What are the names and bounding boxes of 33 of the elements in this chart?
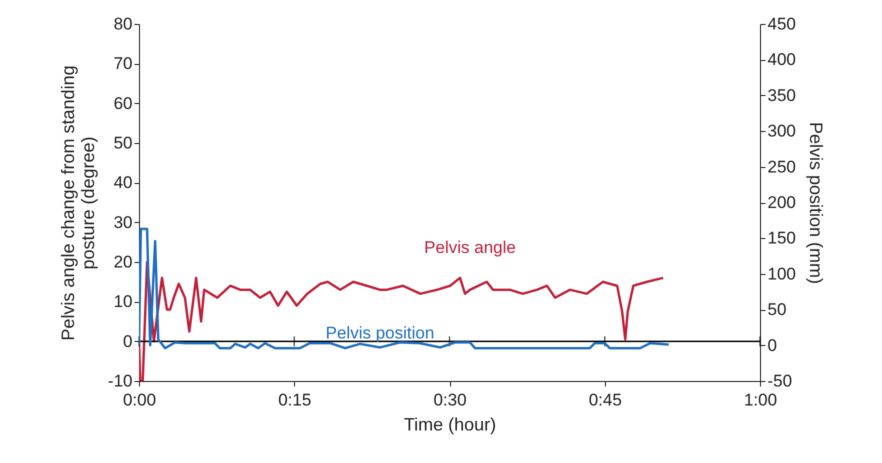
x-tick-label: 1:00 [744, 390, 778, 410]
y2-tick-label: 300 [768, 122, 796, 141]
y-tick-label: 0 [123, 332, 132, 351]
y2-tick-label: 250 [768, 157, 796, 176]
y-tick-label: 30 [114, 212, 132, 232]
line-series [139, 228, 670, 350]
y2-axis-title: Pelvis position (mm) [806, 122, 826, 284]
y-tick-label: 50 [114, 134, 132, 152]
y2-tick-label: 0 [768, 336, 777, 355]
x-tick-label: 0:30 [433, 390, 467, 410]
x-tick-label: 0:15 [278, 390, 312, 410]
series-label: Pelvis angle [424, 238, 516, 257]
y2-tick-label: 100 [768, 264, 796, 284]
y2-tick-label: 350 [768, 86, 796, 105]
y2-tick-label: 400 [768, 50, 796, 70]
y-tick-label: -10 [108, 372, 132, 390]
x-axis-title: Time (hour) [404, 414, 496, 434]
y-tick-label: 80 [114, 14, 132, 34]
y2-tick-label: 150 [768, 228, 796, 248]
x-tick-label: 0:45 [588, 390, 622, 410]
y-tick-label: 20 [114, 252, 132, 272]
x-tick-label: 0:00 [122, 390, 156, 410]
y2-tick-label: -50 [768, 372, 792, 390]
series-label: Pelvis position [326, 323, 434, 342]
y-tick-label: 70 [114, 54, 132, 74]
y2-tick-label: 50 [768, 300, 786, 320]
y2-tick-label: 450 [768, 14, 796, 34]
y-tick-label: 40 [114, 173, 132, 192]
line-series [139, 260, 664, 381]
y2-tick-label: 200 [768, 193, 796, 212]
y-tick-label: 60 [114, 94, 132, 113]
y-axis-title: Pelvis angle change from standing posture (degree) [58, 65, 98, 341]
y-tick-label: 10 [114, 292, 132, 312]
